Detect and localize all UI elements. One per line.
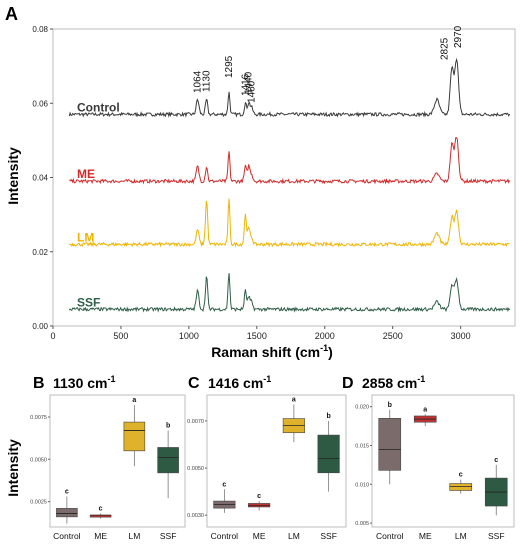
category-label: ME — [253, 531, 266, 541]
y-tick-label: 0.08 — [32, 25, 48, 34]
spectrum-line-me — [69, 136, 511, 185]
category-label: ME — [419, 531, 432, 541]
box-lm — [123, 421, 146, 452]
significance-letter: b — [326, 413, 330, 420]
category-label: LM — [288, 531, 300, 541]
panel-d-boxplot: 0.005 0.010 0.015 0.020 b Control a ME c LM c SSF — [355, 394, 515, 541]
peak-label: 1440 — [244, 71, 255, 94]
y-tick-label: 0.0030 — [187, 513, 204, 519]
y-tick-label: 0.0025 — [30, 500, 47, 506]
category-label: SSF — [160, 531, 177, 541]
x-tick-label: 3000 — [451, 331, 471, 341]
box-control — [378, 417, 402, 471]
x-tick-label: 1500 — [247, 331, 267, 341]
panel-d-letter: D — [342, 375, 354, 392]
panel-c-boxplot: 0.0030 0.0050 0.0070 c Control c ME a LM b SSF — [187, 394, 347, 541]
significance-letter: c — [99, 505, 103, 512]
category-label: ME — [94, 531, 107, 541]
x-tick-label: 0 — [50, 331, 55, 341]
x-tick-label: 1000 — [179, 331, 199, 341]
series-label-me: ME — [77, 167, 95, 181]
significance-letter: c — [494, 457, 498, 464]
x-tick-label: 2000 — [315, 331, 335, 341]
peak-label: 1064 — [193, 70, 204, 93]
panel-a-xlabel: Raman shift (cm-1) — [211, 343, 333, 360]
peak-label: 1416 — [240, 73, 251, 96]
panel-c-title: 1416 cm-1 — [208, 374, 271, 391]
peak-label: 1460 — [246, 80, 257, 103]
y-tick-label: 0.0075 — [30, 415, 47, 421]
significance-letter: a — [423, 406, 427, 413]
category-label: SSF — [488, 531, 505, 541]
box-me — [248, 503, 271, 508]
peak-label: 1130 — [202, 70, 213, 92]
category-label: Control — [211, 531, 239, 541]
panel-a-spectra: 0 500 1000 1500 2000 2500 3000 0.00 0.02 0.04 0.06… — [32, 25, 516, 341]
spectrum-line-lm — [68, 198, 510, 248]
significance-letter: b — [166, 423, 170, 430]
box-panel-frame — [371, 394, 515, 528]
y-tick-label: 0.015 — [355, 443, 369, 449]
y-tick-label: 0.0050 — [30, 457, 47, 463]
significance-letter: c — [257, 493, 261, 500]
panel-a-ylabel: Intensity — [5, 147, 21, 205]
series-label-control: Control — [77, 100, 120, 114]
y-tick-label: 0.04 — [32, 174, 48, 183]
category-label: SSF — [320, 531, 337, 541]
y-tick-label: 0.00 — [32, 322, 48, 331]
category-label: Control — [376, 531, 404, 541]
panel-d-title: 2858 cm-1 — [362, 374, 425, 391]
significance-letter: a — [132, 397, 136, 404]
panel-b-title: 1130 cm-1 — [53, 374, 116, 391]
peak-label: 2970 — [453, 25, 464, 48]
panel-a-frame — [52, 28, 516, 327]
y-tick-label: 0.06 — [32, 99, 48, 108]
series-label-lm: LM — [77, 230, 94, 244]
peak-label: 1295 — [224, 55, 235, 78]
y-tick-label: 0.005 — [355, 521, 369, 527]
x-tick-label: 500 — [113, 331, 128, 341]
significance-letter: a — [292, 396, 296, 403]
spectrum-line-ssf — [68, 273, 511, 313]
box-ssf — [157, 447, 179, 474]
box-panel-frame — [206, 394, 347, 528]
box-control — [56, 508, 78, 518]
y-tick-label: 0.020 — [355, 405, 369, 411]
significance-letter: c — [222, 481, 226, 488]
category-label: LM — [455, 531, 467, 541]
panel-c-letter: C — [188, 375, 200, 392]
y-tick-label: 0.02 — [32, 248, 48, 257]
spectrum-line-control — [68, 57, 511, 118]
panel-a-letter: A — [5, 4, 18, 24]
significance-letter: c — [65, 489, 69, 496]
y-tick-label: 0.0050 — [187, 466, 204, 472]
panel-b-letter: B — [33, 375, 45, 392]
peak-label: 2825 — [439, 37, 450, 60]
category-label: Control — [53, 531, 81, 541]
panel-b-boxplot: 0.0025 0.0050 0.0075 c Control c ME a LM b SSF — [30, 394, 186, 541]
y-tick-label: 0.0070 — [187, 419, 204, 425]
x-tick-label: 2500 — [383, 331, 403, 341]
y-tick-label: 0.010 — [355, 482, 369, 488]
significance-letter: c — [459, 472, 463, 479]
box-ssf — [317, 434, 340, 474]
box-panel-frame — [49, 394, 186, 528]
series-label-ssf: SSF — [77, 295, 100, 309]
category-label: LM — [128, 531, 140, 541]
panel-b-ylabel: Intensity — [5, 439, 21, 497]
significance-letter: b — [388, 402, 392, 409]
